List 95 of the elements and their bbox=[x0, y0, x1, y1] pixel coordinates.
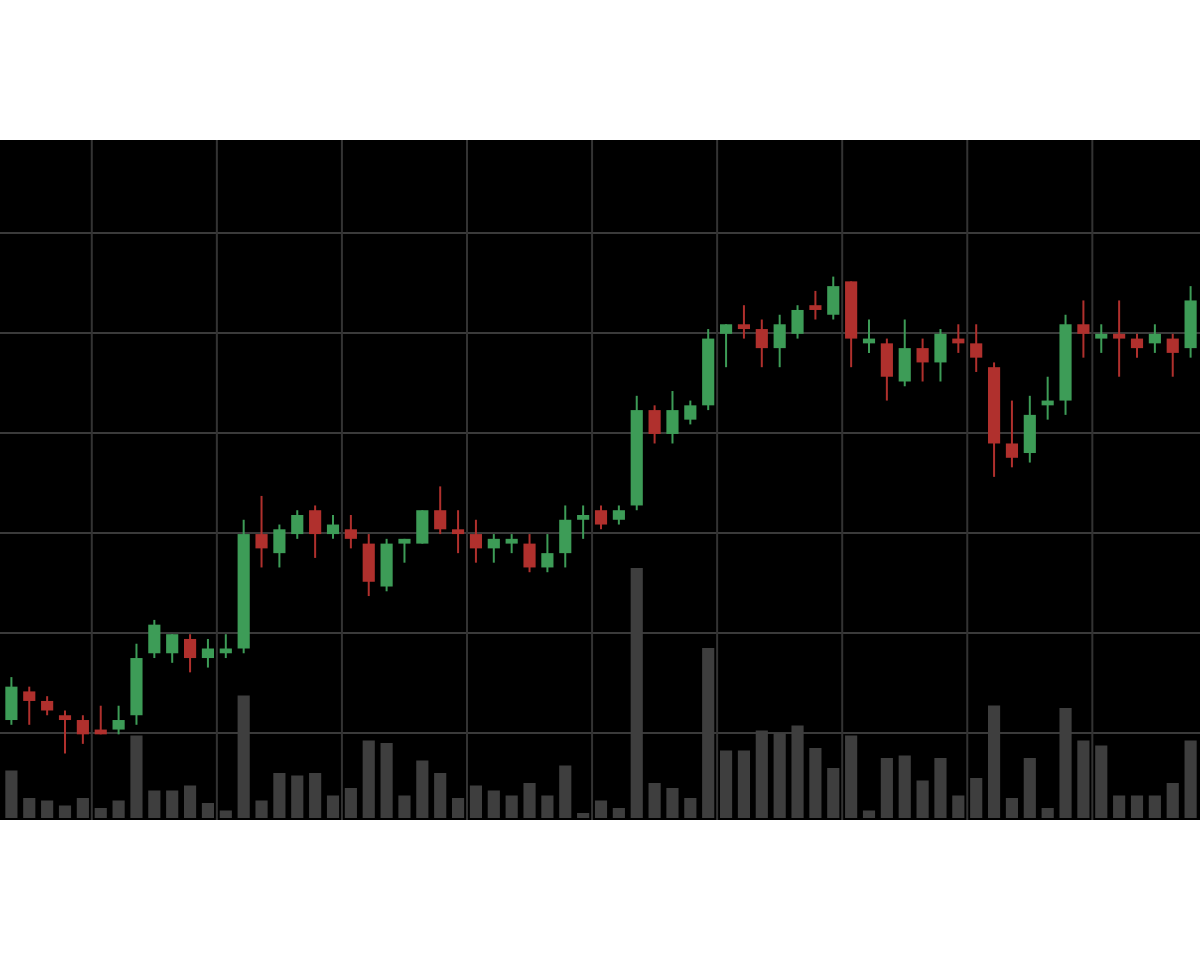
candlestick bbox=[1148, 323, 1161, 354]
candlestick bbox=[809, 289, 822, 321]
candlestick bbox=[898, 318, 911, 388]
candlestick bbox=[362, 533, 375, 598]
bar bbox=[41, 800, 54, 818]
candlestick bbox=[684, 399, 697, 426]
candlestick bbox=[1184, 285, 1197, 359]
candlestick bbox=[666, 390, 679, 445]
bar bbox=[291, 775, 304, 818]
bar bbox=[666, 788, 679, 818]
bar bbox=[148, 790, 161, 818]
candlestick bbox=[41, 695, 54, 717]
bar bbox=[1130, 795, 1144, 818]
candlestick bbox=[112, 704, 125, 736]
bar bbox=[880, 758, 893, 818]
candlestick bbox=[1113, 299, 1126, 378]
candlestick bbox=[523, 533, 536, 574]
bar bbox=[1023, 758, 1036, 818]
candlestick bbox=[326, 514, 340, 540]
candlestick bbox=[719, 323, 733, 369]
bar bbox=[398, 795, 411, 818]
candlestick bbox=[577, 504, 590, 540]
candlestick bbox=[1023, 394, 1036, 464]
bar bbox=[309, 773, 322, 818]
candlestick bbox=[487, 533, 500, 564]
bar bbox=[648, 783, 661, 818]
candlestick bbox=[916, 337, 929, 383]
bar bbox=[487, 790, 500, 818]
candlestick bbox=[255, 494, 268, 569]
candlestick bbox=[880, 337, 893, 402]
candlestick bbox=[505, 533, 518, 555]
candlestick bbox=[380, 537, 393, 593]
bar bbox=[1005, 798, 1019, 818]
candlestick bbox=[451, 509, 465, 555]
bar bbox=[273, 773, 286, 818]
bar bbox=[183, 785, 197, 818]
bar bbox=[1184, 740, 1197, 818]
candlestick bbox=[934, 328, 947, 383]
candlestick bbox=[773, 313, 786, 369]
candlestick bbox=[1005, 399, 1019, 469]
bar bbox=[612, 808, 625, 818]
candlestick bbox=[594, 504, 608, 531]
bar bbox=[559, 765, 572, 818]
bar bbox=[5, 770, 18, 818]
bar bbox=[166, 790, 179, 818]
candlestick bbox=[1166, 332, 1179, 378]
candlestick bbox=[291, 509, 304, 540]
candlestick bbox=[58, 709, 72, 755]
bar bbox=[380, 743, 393, 818]
candlestick bbox=[737, 304, 751, 340]
candlestick bbox=[5, 676, 18, 726]
bar bbox=[505, 795, 518, 818]
bar bbox=[1041, 808, 1054, 818]
bar bbox=[916, 780, 929, 818]
candlestick bbox=[1095, 323, 1108, 354]
candlestick bbox=[648, 404, 661, 445]
bar bbox=[541, 795, 554, 818]
bar bbox=[862, 810, 876, 818]
bar bbox=[362, 740, 375, 818]
bar bbox=[1113, 795, 1126, 818]
bar bbox=[1166, 783, 1179, 818]
bar bbox=[112, 800, 125, 818]
candlestick bbox=[309, 504, 322, 559]
bar bbox=[255, 800, 268, 818]
candlestick bbox=[1077, 299, 1090, 359]
candlestick bbox=[1130, 332, 1144, 359]
bar bbox=[23, 798, 36, 818]
candlestick bbox=[344, 514, 357, 550]
candlestick bbox=[76, 714, 89, 745]
candlestick bbox=[416, 509, 429, 545]
candlestick bbox=[541, 533, 554, 574]
candlestick bbox=[183, 633, 197, 674]
bar bbox=[416, 760, 429, 818]
candlestick bbox=[148, 618, 161, 660]
bar bbox=[934, 758, 947, 818]
candlestick bbox=[970, 323, 983, 373]
candlestick bbox=[755, 318, 768, 369]
bar bbox=[434, 773, 447, 818]
candlestick bbox=[434, 485, 447, 536]
bar bbox=[1148, 795, 1161, 818]
bar bbox=[809, 748, 822, 818]
candlestick bbox=[559, 504, 572, 569]
bar bbox=[58, 805, 72, 818]
candlestick bbox=[166, 633, 179, 664]
candlestick bbox=[23, 685, 36, 726]
candlestick bbox=[791, 304, 804, 340]
bar bbox=[523, 783, 536, 818]
candlestick bbox=[612, 504, 625, 526]
candlestick bbox=[201, 637, 215, 669]
bar bbox=[898, 755, 911, 818]
bar bbox=[737, 750, 751, 818]
candlestick bbox=[469, 518, 483, 564]
candlestick bbox=[273, 523, 286, 569]
candlestick bbox=[827, 275, 840, 321]
bar bbox=[684, 798, 697, 818]
